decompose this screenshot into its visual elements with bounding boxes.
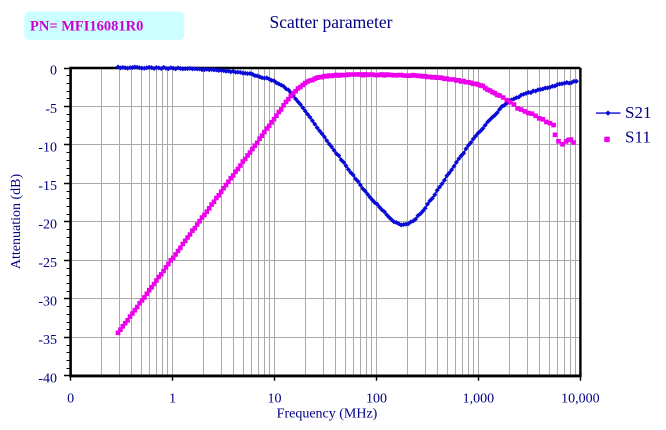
svg-text:0: 0 bbox=[50, 63, 57, 78]
svg-text:1,000: 1,000 bbox=[463, 392, 495, 407]
svg-text:S11: S11 bbox=[625, 128, 651, 147]
svg-text:Attenuation (dB): Attenuation (dB) bbox=[9, 174, 24, 270]
svg-text:PN= MFI16081R0: PN= MFI16081R0 bbox=[30, 18, 143, 34]
svg-text:Scatter parameter: Scatter parameter bbox=[270, 12, 393, 32]
svg-text:-30: -30 bbox=[38, 294, 57, 309]
svg-text:-5: -5 bbox=[45, 102, 57, 117]
svg-text:100: 100 bbox=[366, 392, 387, 407]
svg-text:-20: -20 bbox=[38, 217, 57, 232]
svg-text:1: 1 bbox=[169, 392, 176, 407]
svg-text:10: 10 bbox=[268, 392, 282, 407]
svg-text:-35: -35 bbox=[38, 333, 57, 348]
svg-text:0: 0 bbox=[67, 392, 74, 407]
svg-text:-25: -25 bbox=[38, 256, 57, 271]
svg-text:-10: -10 bbox=[38, 140, 57, 155]
svg-text:10,000: 10,000 bbox=[561, 392, 600, 407]
svg-text:Frequency (MHz): Frequency (MHz) bbox=[277, 407, 378, 422]
svg-text:-40: -40 bbox=[38, 371, 57, 386]
svg-text:-15: -15 bbox=[38, 179, 57, 194]
svg-text:S21: S21 bbox=[625, 103, 651, 122]
